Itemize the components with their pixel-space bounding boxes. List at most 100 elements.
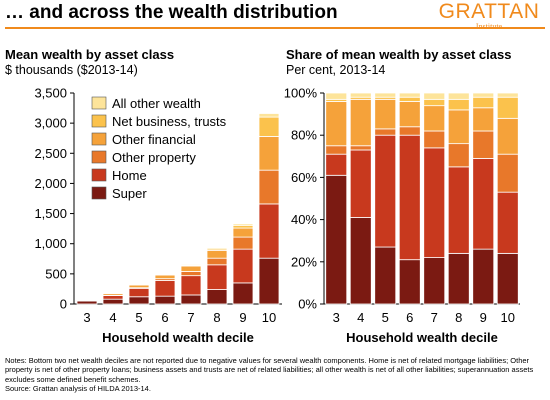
left-bar-segment [258, 257, 280, 305]
left-y-tick-label: 2,500 [34, 146, 67, 161]
left-bar-segment [206, 264, 228, 290]
left-x-tick-label: 3 [83, 310, 90, 325]
left-bar-segment [128, 296, 150, 305]
left-bar-segment [102, 298, 124, 305]
notes-text: Notes: Bottom two net wealth deciles are… [5, 356, 534, 384]
left-x-tick-label: 8 [213, 310, 220, 325]
right-bar-segment [423, 257, 446, 305]
right-bar-segment [496, 96, 519, 119]
right-bar-segment [496, 92, 519, 98]
left-y-tick-label: 1,500 [34, 206, 67, 221]
left-y-tick-label: 0 [60, 297, 67, 312]
right-bar-segment [472, 92, 495, 98]
right-bar-segment [472, 130, 495, 159]
right-bar-segment [398, 96, 421, 102]
right-bar-segment [398, 134, 421, 261]
right-x-tick-label: 7 [431, 310, 438, 325]
right-bar-segment [349, 217, 372, 305]
right-x-tick-label: 5 [382, 310, 389, 325]
left-bar-segment [102, 295, 124, 300]
right-bar-segment [349, 98, 372, 147]
right-bar-segment [325, 174, 348, 305]
right-x-tick-label: 3 [333, 310, 340, 325]
left-bar-segment [180, 275, 202, 296]
right-chart-title: Share of mean wealth by asset class [286, 47, 512, 62]
left-bar-segment [180, 294, 202, 305]
left-bar-segment [258, 136, 280, 171]
left-legend-swatch [91, 168, 107, 182]
left-x-tick-label: 7 [187, 310, 194, 325]
left-bar-segment [76, 300, 98, 305]
right-bar-segment [349, 149, 372, 218]
left-bar-segment [258, 203, 280, 259]
right-y-tick-label: 0% [298, 297, 317, 312]
slide-title: … and across the wealth distribution [5, 2, 338, 23]
title-divider [5, 27, 545, 29]
left-bar-segment [154, 273, 176, 276]
right-bar-segment [472, 96, 495, 109]
right-bar-segment [496, 252, 519, 305]
right-bar-segment [374, 246, 397, 305]
right-bar-segment [325, 153, 348, 176]
grattan-logo: GRATTAN Institute [430, 1, 548, 31]
right-bar-segment [423, 105, 446, 132]
left-bar-segment [258, 113, 280, 118]
chart-notes: Notes: Bottom two net wealth deciles are… [5, 356, 545, 393]
right-bar-segment [496, 153, 519, 193]
right-bar-segment [447, 109, 470, 145]
left-y-tick-label: 2,000 [34, 176, 67, 191]
right-bar-segment [325, 92, 348, 100]
right-bar-segment [374, 92, 397, 98]
left-legend-swatch [91, 150, 107, 164]
right-x-tick-label: 9 [480, 310, 487, 325]
right-bar-segment [447, 98, 470, 111]
left-bar-segment [206, 289, 228, 305]
left-x-tick-label: 6 [161, 310, 168, 325]
mean-wealth-chart: 0 500 1,000 1,500 2,000 2,500 3,000 3,500 3 4 5 6 7 8… [34, 86, 282, 345]
right-bar-segment [349, 92, 372, 98]
logo-name: GRATTAN [438, 0, 540, 23]
right-bar-segment [374, 98, 397, 130]
left-bar-segment [128, 287, 150, 298]
logo-subtitle: Institute [475, 22, 503, 31]
right-bar-segment [398, 92, 421, 98]
left-bar-segment [232, 227, 254, 238]
left-bar-segment [180, 264, 202, 266]
right-bar-segment [398, 101, 421, 128]
left-bar-segment [206, 247, 228, 250]
right-bar-segment [398, 126, 421, 136]
right-x-tick-label: 6 [406, 310, 413, 325]
left-x-tick-label: 10 [262, 310, 276, 325]
left-y-tick-label: 3,500 [34, 86, 67, 101]
left-chart-title: Mean wealth by asset class [5, 47, 175, 62]
left-y-tick-label: 1,000 [34, 236, 67, 251]
right-bar-segment [325, 145, 348, 155]
right-bar-segment [472, 248, 495, 305]
right-bar-segment [496, 191, 519, 254]
left-bar-segment [232, 223, 254, 226]
left-legend-label: Other financial [112, 132, 196, 147]
right-x-tick-label: 10 [501, 310, 515, 325]
left-bar-segment [232, 248, 254, 284]
right-x-tick-label: 8 [455, 310, 462, 325]
left-legend-swatch [91, 114, 107, 128]
left-bar-segment [232, 282, 254, 305]
left-bar-segment [232, 236, 254, 250]
left-bar-segment [258, 116, 280, 137]
left-x-axis-title: Household wealth decile [102, 330, 254, 345]
left-chart-subtitle: $ thousands ($2013-14) [5, 63, 138, 77]
right-bar-segment [447, 166, 470, 254]
left-x-tick-label: 5 [135, 310, 142, 325]
right-x-axis-title: Household wealth decile [346, 330, 498, 345]
left-bar-segment [154, 274, 176, 280]
right-bar-segment [423, 98, 446, 107]
left-bar-segment [232, 224, 254, 229]
right-bar-segment [374, 128, 397, 136]
right-bar-segment [447, 143, 470, 168]
left-bar-segment [180, 271, 202, 277]
right-bar-segment [472, 107, 495, 132]
left-y-tick-label: 3,000 [34, 116, 67, 131]
right-y-tick-label: 100% [284, 86, 318, 101]
right-bar-segment [447, 252, 470, 305]
